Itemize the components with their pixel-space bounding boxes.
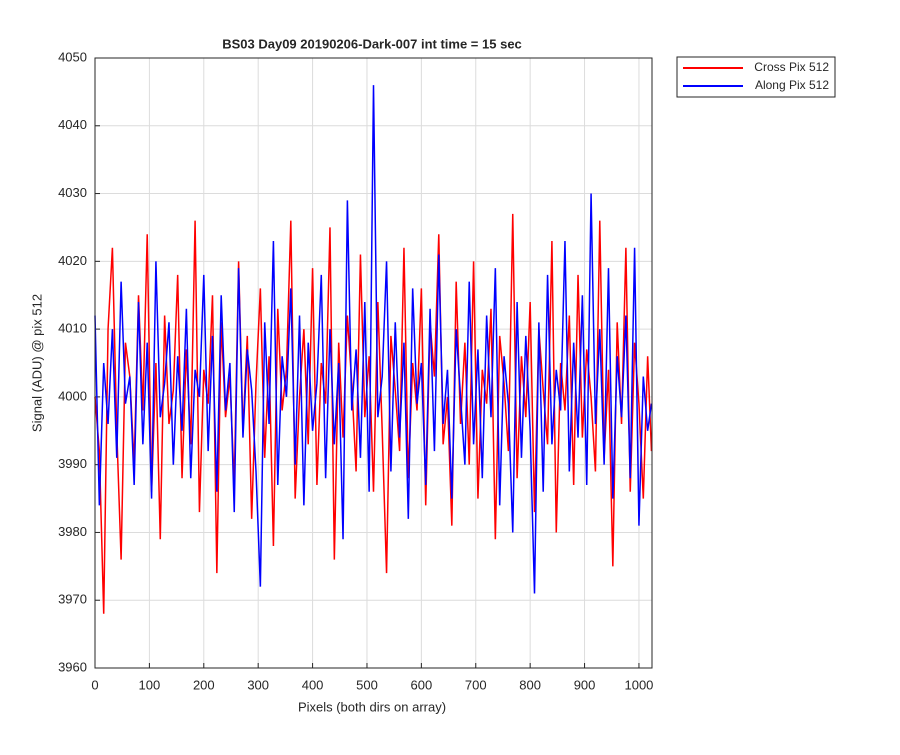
x-tick-label: 900 <box>574 677 596 692</box>
x-tick-label: 1000 <box>624 677 653 692</box>
x-tick-label: 500 <box>356 677 378 692</box>
y-tick-label: 4040 <box>58 117 87 132</box>
y-tick-label: 3990 <box>58 456 87 471</box>
x-tick-label: 0 <box>91 677 98 692</box>
y-tick-label: 4050 <box>58 49 87 64</box>
x-tick-label: 800 <box>519 677 541 692</box>
x-tick-label: 600 <box>411 677 433 692</box>
y-tick-label: 3960 <box>58 659 87 674</box>
x-tick-label: 700 <box>465 677 487 692</box>
y-tick-label: 4020 <box>58 253 87 268</box>
y-tick-label: 4000 <box>58 388 87 403</box>
x-tick-label: 400 <box>302 677 324 692</box>
legend-label: Cross Pix 512 <box>754 60 829 74</box>
legend-label: Along Pix 512 <box>755 78 829 92</box>
x-tick-label: 300 <box>247 677 269 692</box>
y-axis-label: Signal (ADU) @ pix 512 <box>29 294 44 432</box>
legend-box <box>676 56 836 98</box>
x-axis-label: Pixels (both dirs on array) <box>298 699 446 714</box>
axes-box <box>94 57 653 669</box>
x-tick-label: 200 <box>193 677 215 692</box>
y-tick-label: 4010 <box>58 321 87 336</box>
y-tick-label: 3970 <box>58 592 87 607</box>
data-line <box>94 85 653 594</box>
x-tick-label: 100 <box>139 677 161 692</box>
y-tick-label: 4030 <box>58 185 87 200</box>
chart-title: BS03 Day09 20190206-Dark-007 int time = … <box>222 36 522 51</box>
y-tick-label: 3980 <box>58 524 87 539</box>
